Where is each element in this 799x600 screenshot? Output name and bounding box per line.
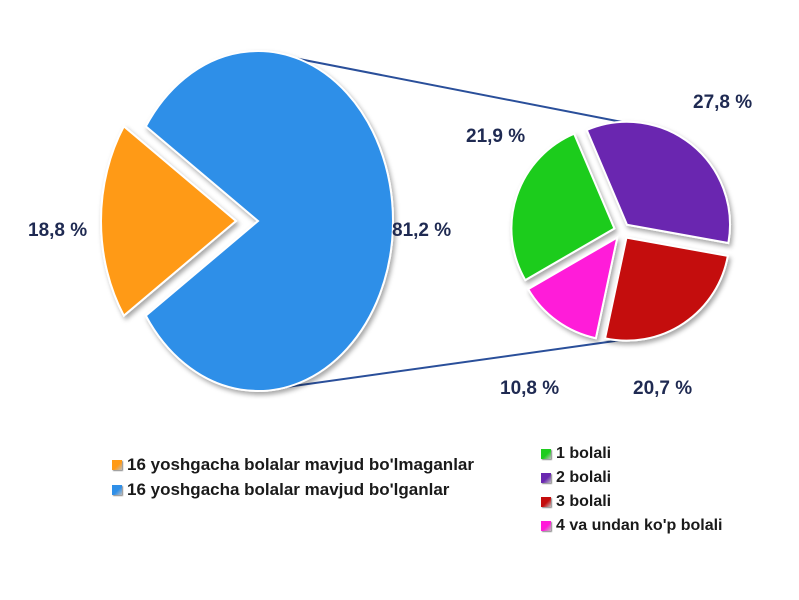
main-pie [100, 50, 394, 392]
pie-slice [100, 124, 238, 318]
connector-line-top [257, 50, 623, 123]
pie-slice [510, 132, 616, 282]
data-label: 81,2 % [392, 220, 451, 241]
legend-label: 16 yoshgacha bolalar mavjud bo'lganlar [127, 479, 450, 499]
legend-item: 4 va undan ko'p bolali [541, 514, 723, 538]
legend-item: 1 bolali [541, 442, 723, 466]
data-label: 20,7 % [633, 378, 692, 399]
pie-slice [603, 236, 729, 342]
legend-label: 16 yoshgacha bolalar mavjud bo'lmaganlar [127, 454, 474, 474]
legend-item: 16 yoshgacha bolalar mavjud bo'lganlar [112, 477, 474, 502]
connector-lines [257, 50, 623, 392]
legend-label: 1 bolali [556, 445, 612, 462]
legend-swatch [541, 497, 551, 507]
legend-swatch [541, 449, 551, 459]
pie-slice [144, 50, 394, 392]
data-label: 18,8 % [28, 220, 87, 241]
pie-slice [585, 120, 731, 245]
legend-label: 2 bolali [556, 469, 612, 486]
legend-label: 3 bolali [556, 493, 612, 510]
data-label: 27,8 % [693, 92, 752, 113]
legend-swatch [541, 521, 551, 531]
legend-item: 3 bolali [541, 490, 723, 514]
data-labels: 18,8 % 81,2 % 21,9 % 27,8 % 20,7 % 10,8 % [28, 92, 752, 399]
connector-line-bottom [257, 339, 623, 392]
data-label: 21,9 % [466, 126, 525, 147]
legend-item: 16 yoshgacha bolalar mavjud bo'lmaganlar [112, 452, 474, 477]
breakdown-pie [510, 120, 731, 342]
legend-swatch [112, 459, 122, 470]
legend-breakdown: 1 bolali 2 bolali 3 bolali 4 va undan ko… [541, 442, 723, 538]
legend-main: 16 yoshgacha bolalar mavjud bo'lmaganlar… [112, 452, 474, 502]
legend-label: 4 va undan ko'p bolali [556, 517, 723, 534]
data-label: 10,8 % [500, 378, 559, 399]
legend-swatch [112, 484, 122, 495]
legend-item: 2 bolali [541, 466, 723, 490]
legend-swatch [541, 473, 551, 483]
pie-slice [526, 235, 619, 340]
